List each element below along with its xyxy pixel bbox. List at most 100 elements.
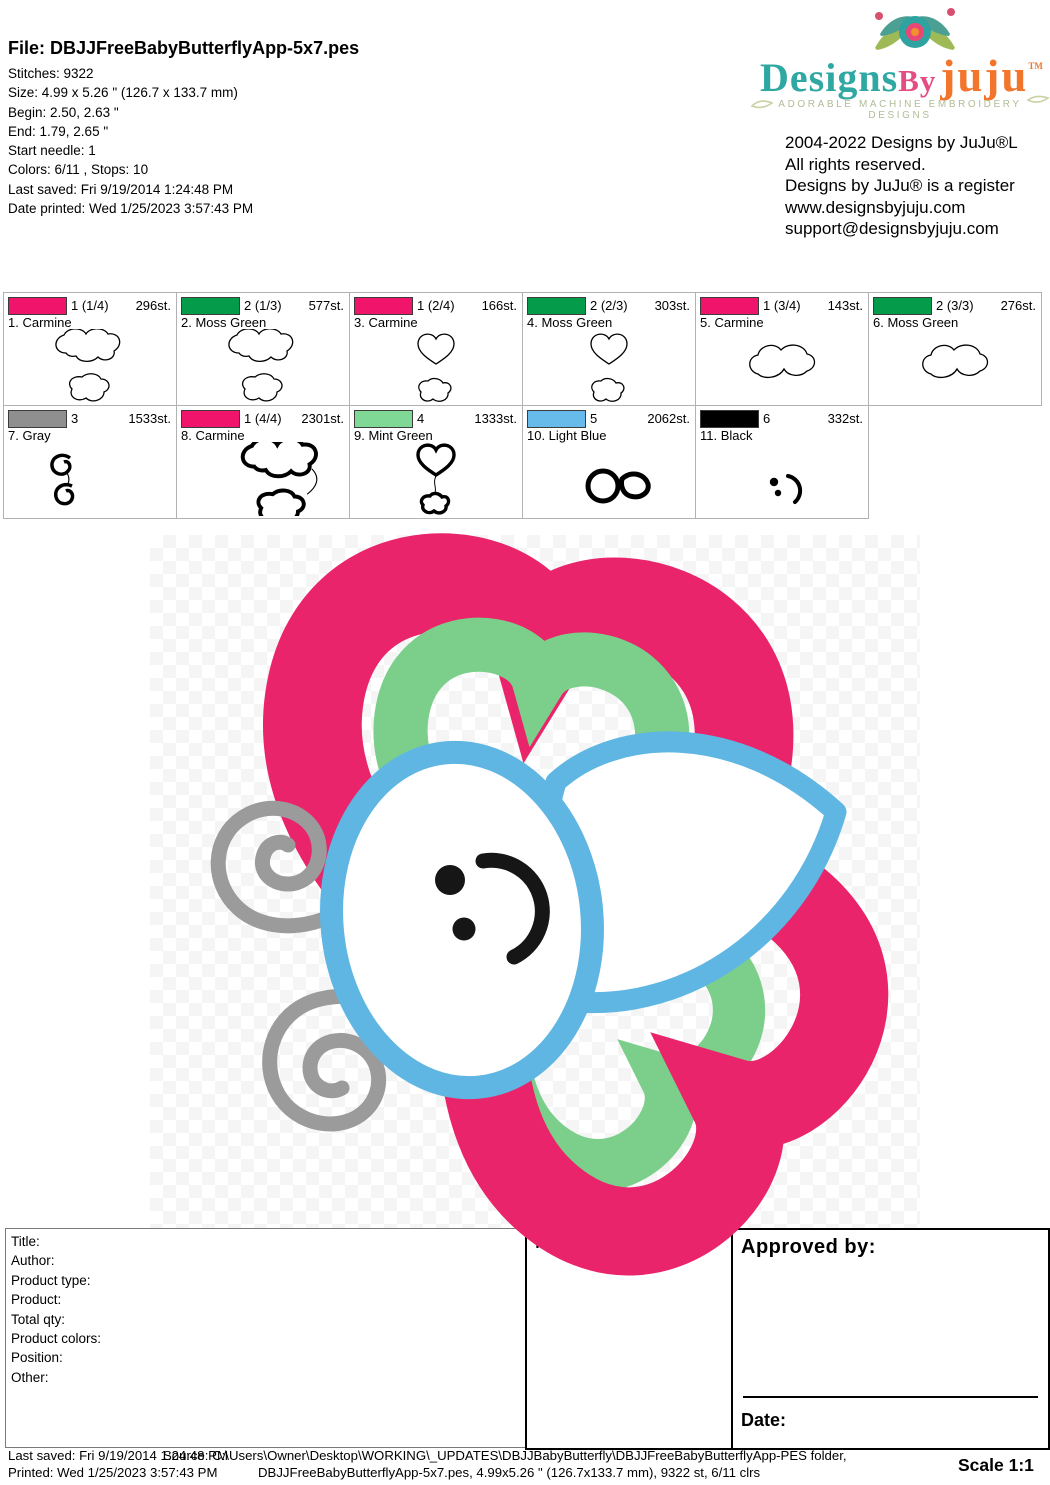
stitch-count: 2062st. [647, 411, 690, 426]
needle-number: 5 [590, 411, 598, 426]
form-label-author: Author: [11, 1253, 55, 1269]
color-sequence-row-1: 1 (1/4) 296st. 1. Carmine 2 (1/3) 577st.… [3, 292, 1042, 406]
color-cell-8: 1 (4/4) 2301st. 8. Carmine [176, 405, 350, 519]
color-name: 7. Gray [8, 428, 51, 443]
color-name: 10. Light Blue [527, 428, 607, 443]
color-name: 3. Carmine [354, 315, 418, 330]
begin-line: Begin: 2.50, 2.63 " [8, 104, 119, 120]
stitch-thumbnail-icon [590, 333, 628, 402]
form-label-other: Other: [11, 1369, 49, 1385]
needle-number: 2 (3/3) [936, 298, 974, 313]
color-sequence-row-2: 3 1533st. 7. Gray 1 (4/4) 2301st. 8. Car… [3, 405, 1042, 519]
stitch-count: 2301st. [301, 411, 344, 426]
color-swatch [700, 410, 759, 428]
color-name: 8. Carmine [181, 428, 245, 443]
color-name: 4. Moss Green [527, 315, 613, 330]
stitches-line: Stitches: 9322 [8, 66, 94, 81]
needle-number: 3 [71, 411, 79, 426]
form-label-product: Product: [11, 1292, 62, 1308]
color-swatch [527, 297, 586, 315]
start-needle-line: Start needle: 1 [8, 143, 96, 159]
terms-box: Terms and Conditions: [525, 1228, 733, 1450]
logo-word-designs: Designs [760, 55, 899, 100]
stitch-thumbnail-icon [228, 329, 294, 402]
color-cell-4: 2 (2/3) 303st. 4. Moss Green [522, 292, 696, 406]
color-swatch [527, 410, 586, 428]
size-line: Size: 4.99 x 5.26 " (126.7 x 133.7 mm) [8, 85, 238, 101]
terms-label: Terms and Conditions: [533, 1236, 690, 1252]
color-name: 6. Moss Green [873, 315, 959, 330]
stitch-count: 143st. [827, 298, 863, 313]
logo-word-by: By [898, 63, 937, 98]
color-cell-5: 1 (3/4) 143st. 5. Carmine [695, 292, 869, 406]
stitch-thumbnail-icon [50, 453, 75, 506]
logo-wordmark: DesignsBy jujuTM [760, 50, 1050, 102]
tagline-flourish-left-icon [750, 100, 774, 109]
stitch-thumbnail-icon [922, 344, 989, 379]
color-swatch [354, 297, 413, 315]
color-swatch [181, 410, 240, 428]
needle-number: 1 (3/4) [763, 298, 801, 313]
color-swatch [181, 297, 240, 315]
form-label-position: Position: [11, 1350, 63, 1366]
last-saved-line: Last saved: Fri 9/19/2014 1:24:48 PM [8, 181, 234, 197]
color-cell-2: 2 (1/3) 577st. 2. Moss Green [176, 292, 350, 406]
logo-tagline: ADORABLE MACHINE EMBROIDERY DESIGNS [778, 99, 1022, 121]
embroidery-canvas-background [150, 535, 920, 1228]
file-name-title: File: DBJJFreeBabyButterflyApp-5x7.pes [8, 38, 360, 58]
stitch-thumbnail-icon [769, 474, 803, 504]
needle-number: 1 (1/4) [71, 298, 109, 313]
stitch-thumbnail-icon [416, 443, 456, 515]
needle-number: 2 (1/3) [244, 298, 282, 313]
color-name: 1. Carmine [8, 315, 72, 330]
form-label-product-type: Product type: [11, 1272, 91, 1288]
logo-flower-icon [875, 8, 955, 50]
needle-number: 6 [763, 411, 771, 426]
color-cell-6: 2 (3/3) 276st. 6. Moss Green [868, 292, 1042, 406]
footer-printed: Printed: Wed 1/25/2023 3:57:43 PM [8, 1465, 218, 1480]
design-info-block: File: DBJJFreeBabyButterflyApp-5x7.pes S… [8, 38, 438, 218]
color-cell-9: 4 1333st. 9. Mint Green [349, 405, 523, 519]
color-sequence-table: 1 (1/4) 296st. 1. Carmine 2 (1/3) 577st.… [3, 292, 1042, 519]
logo-word-juju: juju [940, 51, 1029, 101]
color-cell-10: 5 2062st. 10. Light Blue [522, 405, 696, 519]
footer-source-path: Source: C:\Users\Owner\Desktop\WORKING\_… [163, 1448, 847, 1463]
color-swatch [700, 297, 759, 315]
stitch-thumbnail-icon [585, 468, 651, 504]
color-cell-1: 1 (1/4) 296st. 1. Carmine [3, 292, 177, 406]
product-info-box: Title: Author: Product type: Product: To… [5, 1228, 526, 1448]
copyright-line: 2004-2022 Designs by JuJu®L [785, 133, 1018, 152]
scale-indicator: Scale 1:1 [958, 1455, 1034, 1475]
needle-number: 4 [417, 411, 425, 426]
color-cell-3: 1 (2/4) 166st. 3. Carmine [349, 292, 523, 406]
form-label-product-colors: Product colors: [11, 1331, 102, 1347]
date-printed-line: Date printed: Wed 1/25/2023 3:57:43 PM [8, 201, 254, 217]
stitch-count: 166st. [481, 298, 517, 313]
stitch-count: 303st. [654, 298, 690, 313]
date-label: Date: [741, 1410, 787, 1430]
approved-by-label: Approved by: [741, 1236, 876, 1258]
color-name: 5. Carmine [700, 315, 764, 330]
stitch-count: 577st. [308, 298, 344, 313]
form-label-title: Title: [11, 1234, 40, 1249]
approval-box: Approved by: Date: [731, 1228, 1050, 1450]
needle-number: 2 (2/3) [590, 298, 628, 313]
color-name: 2. Moss Green [181, 315, 267, 330]
end-line: End: 1.79, 2.65 " [8, 123, 109, 139]
stitch-count: 1533st. [128, 411, 171, 426]
copyright-block: 2004-2022 Designs by JuJu®L All rights r… [785, 132, 1050, 240]
copyright-line: All rights reserved. [785, 154, 926, 174]
needle-number: 1 (4/4) [244, 411, 282, 426]
footer-last-saved: Last saved: Fri 9/19/2014 1:24:48 PM [8, 1448, 228, 1463]
color-name: 9. Mint Green [354, 428, 433, 443]
stitch-count: 296st. [135, 298, 171, 313]
stitch-thumbnail-icon [55, 329, 121, 402]
stitch-thumbnail-icon [749, 344, 816, 379]
color-name: 11. Black [700, 428, 753, 443]
tagline-flourish-right-icon [1026, 95, 1050, 103]
copyright-line: Designs by JuJu® is a register [785, 176, 1015, 195]
color-swatch [8, 410, 67, 428]
stitch-thumbnail-icon [240, 442, 318, 516]
website-url: www.designsbyjuju.com [785, 197, 966, 217]
